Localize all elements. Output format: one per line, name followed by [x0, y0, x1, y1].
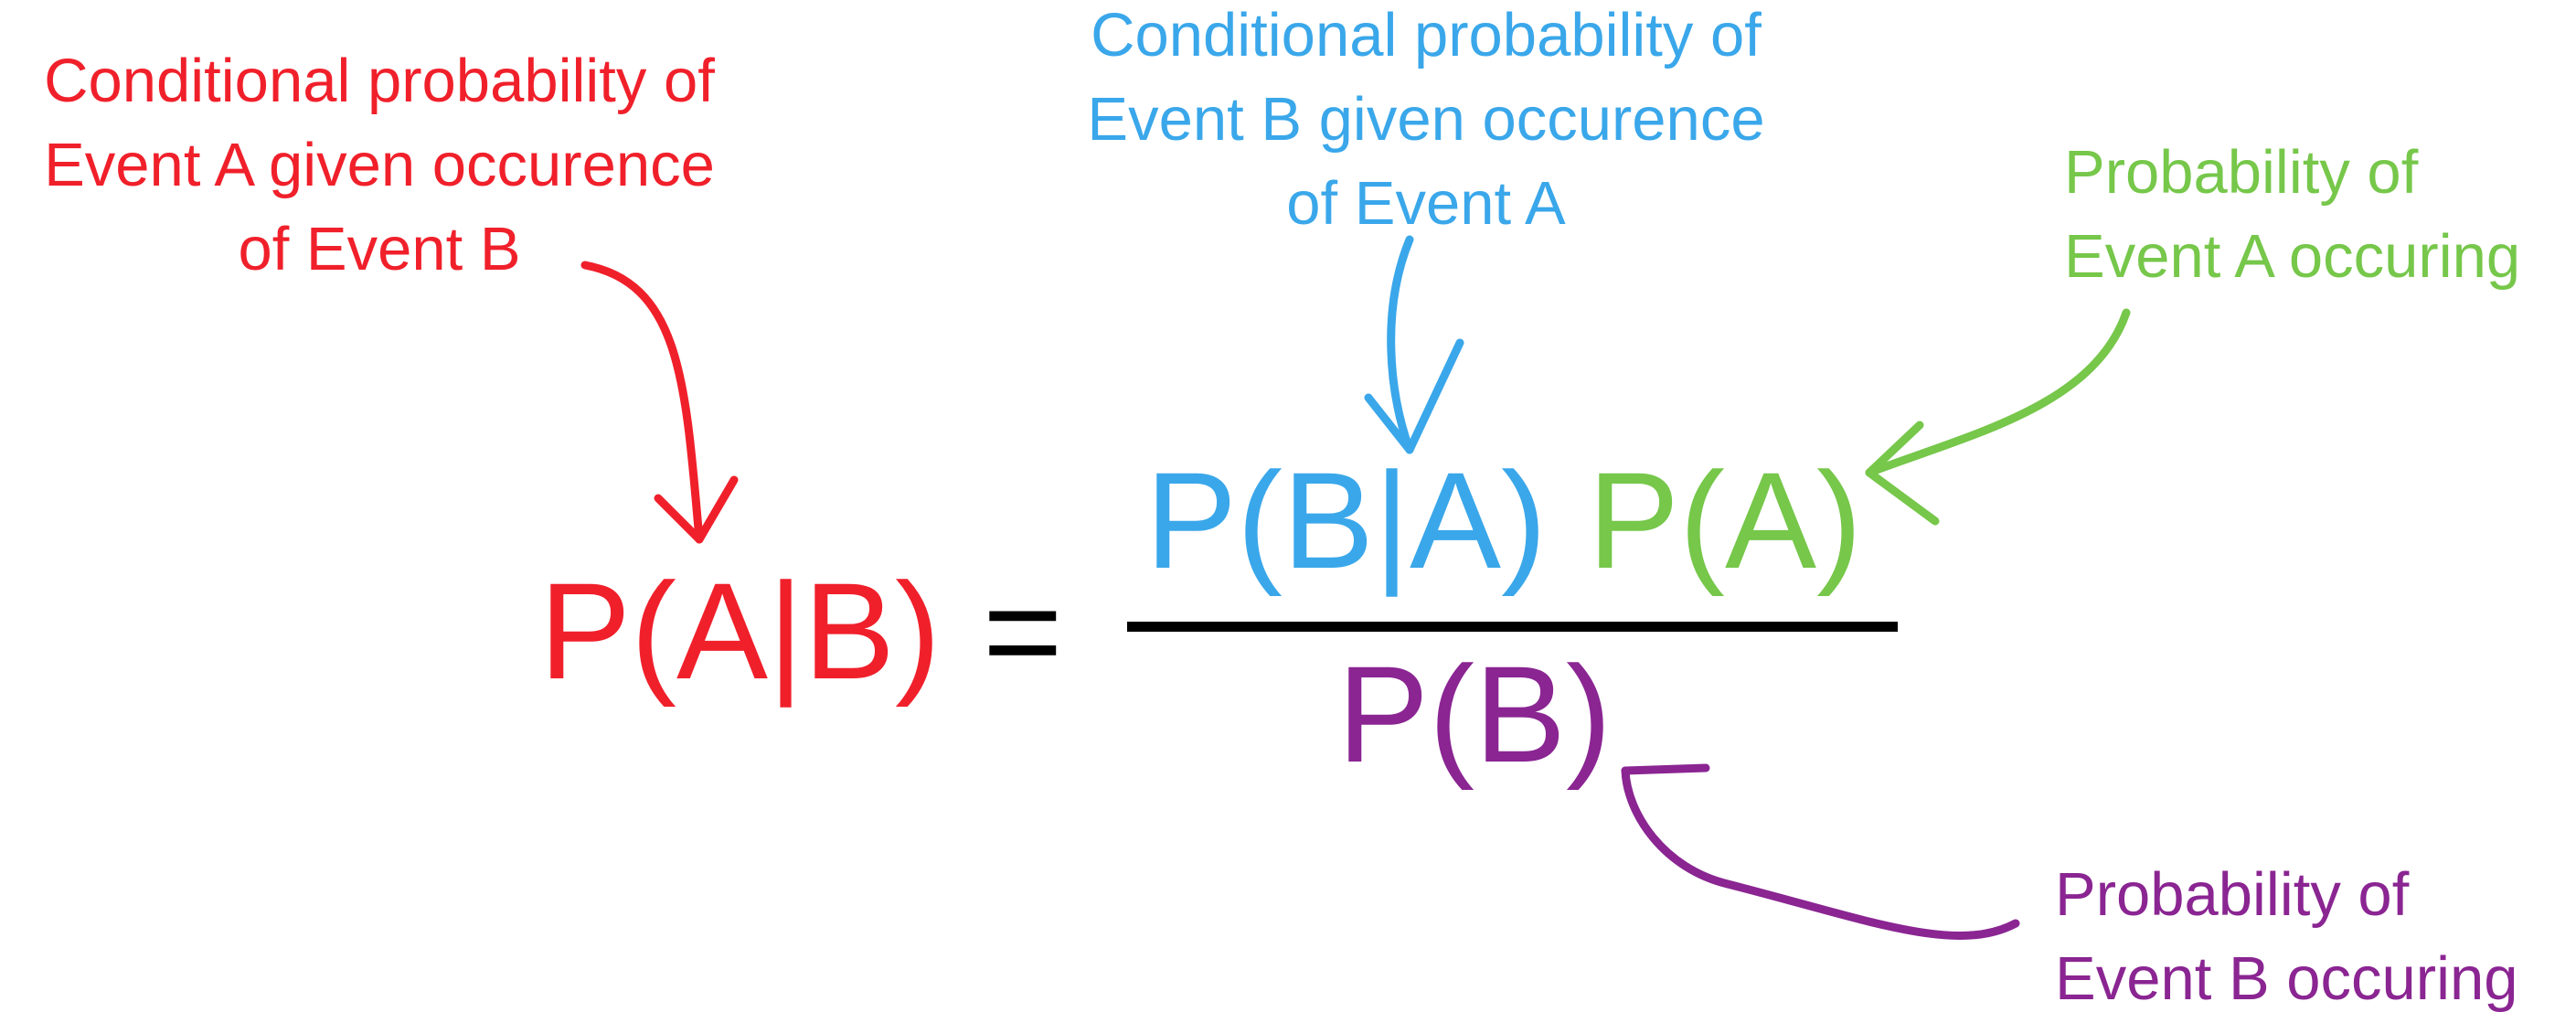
blue-arrow	[1364, 235, 1464, 454]
evidence-term: P(B)	[1337, 637, 1612, 791]
prior-annotation-line-2: Event A occuring	[2064, 222, 2521, 291]
evidence-annotation-line-2: Event B occuring	[2055, 944, 2518, 1013]
posterior-annotation-line-3: of Event B	[238, 215, 521, 283]
green-arrow	[1865, 308, 2131, 526]
red-arrow	[580, 261, 739, 544]
likelihood-annotation-line-2: Event B given occurence	[1087, 85, 1765, 154]
equals-sign: =	[983, 554, 1063, 708]
posterior-annotation-line-1: Conditional probability of	[44, 47, 715, 115]
likelihood-term: P(B|A)	[1145, 443, 1548, 597]
posterior-annotation-line-2: Event A given occurence	[44, 131, 715, 199]
likelihood-annotation-line-1: Conditional probability of	[1091, 1, 1762, 69]
purple-arrow	[1621, 763, 2020, 940]
prior-annotation-line-1: Probability of	[2064, 138, 2419, 207]
evidence-annotation: Probability of Event B occuring	[2055, 853, 2518, 1021]
likelihood-annotation: Conditional probability of Event B given…	[1042, 0, 1810, 246]
prior-term: P(A)	[1588, 443, 1862, 597]
fraction-bar	[1127, 622, 1898, 632]
evidence-annotation-line-1: Probability of	[2055, 860, 2410, 929]
posterior-term: P(A|B)	[539, 554, 942, 708]
likelihood-annotation-line-3: of Event A	[1286, 169, 1566, 238]
prior-annotation: Probability of Event A occuring	[2064, 131, 2520, 299]
posterior-annotation: Conditional probability of Event A given…	[0, 39, 759, 292]
